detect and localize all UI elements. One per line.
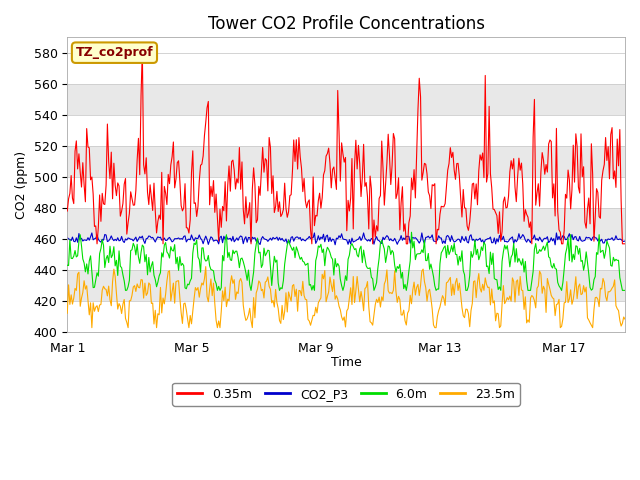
- 23.5m: [508, 299, 515, 304]
- Y-axis label: CO2 (ppm): CO2 (ppm): [15, 151, 28, 219]
- CO2_P3: [388, 238, 396, 243]
- 0.35m: [508, 158, 515, 164]
- CO2_P3: [551, 242, 559, 248]
- 0.35m: [577, 131, 585, 137]
- 23.5m: [63, 310, 71, 316]
- 0.35m: [63, 208, 71, 214]
- 6.0m: [122, 288, 129, 293]
- 0.35m: [621, 241, 629, 247]
- 6.0m: [63, 262, 71, 268]
- 23.5m: [202, 264, 209, 269]
- 6.0m: [495, 284, 503, 290]
- CO2_P3: [310, 230, 318, 236]
- Text: TZ_co2prof: TZ_co2prof: [76, 46, 153, 59]
- CO2_P3: [106, 236, 114, 242]
- 23.5m: [621, 316, 629, 322]
- 23.5m: [88, 325, 96, 331]
- Bar: [67, 270, 625, 301]
- Legend: 0.35m, CO2_P3, 6.0m, 23.5m: 0.35m, CO2_P3, 6.0m, 23.5m: [172, 383, 520, 406]
- 6.0m: [408, 229, 415, 235]
- 0.35m: [495, 209, 503, 215]
- Line: 23.5m: 23.5m: [67, 266, 625, 328]
- CO2_P3: [577, 238, 585, 243]
- 6.0m: [577, 259, 585, 264]
- X-axis label: Time: Time: [331, 357, 362, 370]
- 0.35m: [138, 47, 146, 53]
- 6.0m: [508, 254, 515, 260]
- CO2_P3: [621, 238, 629, 244]
- 23.5m: [390, 288, 397, 293]
- 0.35m: [453, 161, 461, 167]
- 23.5m: [495, 325, 503, 331]
- CO2_P3: [506, 236, 514, 242]
- 6.0m: [453, 252, 461, 257]
- 6.0m: [106, 243, 114, 249]
- Bar: [67, 84, 625, 115]
- Line: CO2_P3: CO2_P3: [67, 233, 625, 245]
- 23.5m: [577, 292, 585, 298]
- 6.0m: [621, 288, 629, 293]
- CO2_P3: [494, 239, 502, 245]
- 0.35m: [93, 241, 101, 247]
- 23.5m: [108, 303, 115, 309]
- Title: Tower CO2 Profile Concentrations: Tower CO2 Profile Concentrations: [207, 15, 484, 33]
- 0.35m: [390, 131, 397, 136]
- CO2_P3: [452, 239, 460, 244]
- Bar: [67, 208, 625, 239]
- 6.0m: [388, 248, 396, 253]
- Line: 0.35m: 0.35m: [67, 50, 625, 244]
- Line: 6.0m: 6.0m: [67, 232, 625, 290]
- 23.5m: [453, 276, 461, 281]
- CO2_P3: [63, 235, 71, 240]
- 0.35m: [108, 149, 115, 155]
- Bar: [67, 146, 625, 177]
